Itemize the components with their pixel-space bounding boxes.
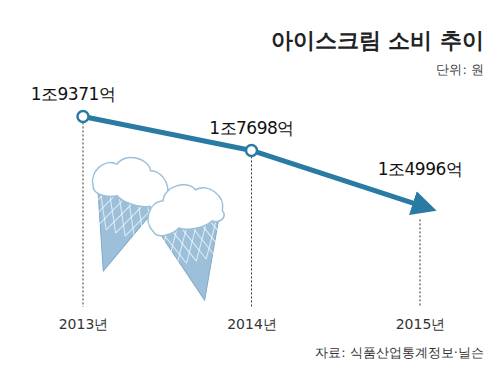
drop-line — [251, 156, 252, 307]
x-tick: 2013년 — [59, 316, 109, 332]
decoration — [56, 144, 254, 311]
drop-line — [420, 219, 421, 307]
point — [246, 145, 257, 156]
point — [418, 203, 423, 208]
chart: 아이스크림 소비 추이단위: 원2013년2014년2015년1조9371억1조… — [0, 0, 500, 384]
x-tick-label: 2015년 — [396, 316, 446, 332]
drop-line — [83, 122, 84, 307]
ice-cream — [131, 175, 253, 311]
title: 아이스크림 소비 추이 — [271, 28, 484, 53]
source: 자료: 식품산업통계정보·닐슨 — [315, 345, 484, 360]
point — [78, 111, 89, 122]
drop-lines — [83, 122, 420, 307]
line — [83, 116, 420, 205]
x-tick-label: 2014년 — [227, 316, 277, 332]
data-label: 1조7698억 — [209, 118, 294, 138]
x-tick: 2014년 — [227, 316, 277, 332]
data-label: 1조4996억 — [378, 159, 463, 179]
subtitle: 단위: 원 — [436, 62, 484, 77]
scoop — [142, 177, 226, 238]
data-labels: 1조9371억 1조7698억 1조4996억 — [31, 84, 463, 179]
x-axis: 2013년 2014년 2015년 — [59, 316, 446, 332]
x-tick: 2015년 — [396, 316, 446, 332]
plot-area — [78, 111, 423, 208]
data-label: 1조9371억 — [31, 84, 116, 104]
x-tick-label: 2013년 — [59, 316, 109, 332]
background — [0, 0, 500, 384]
